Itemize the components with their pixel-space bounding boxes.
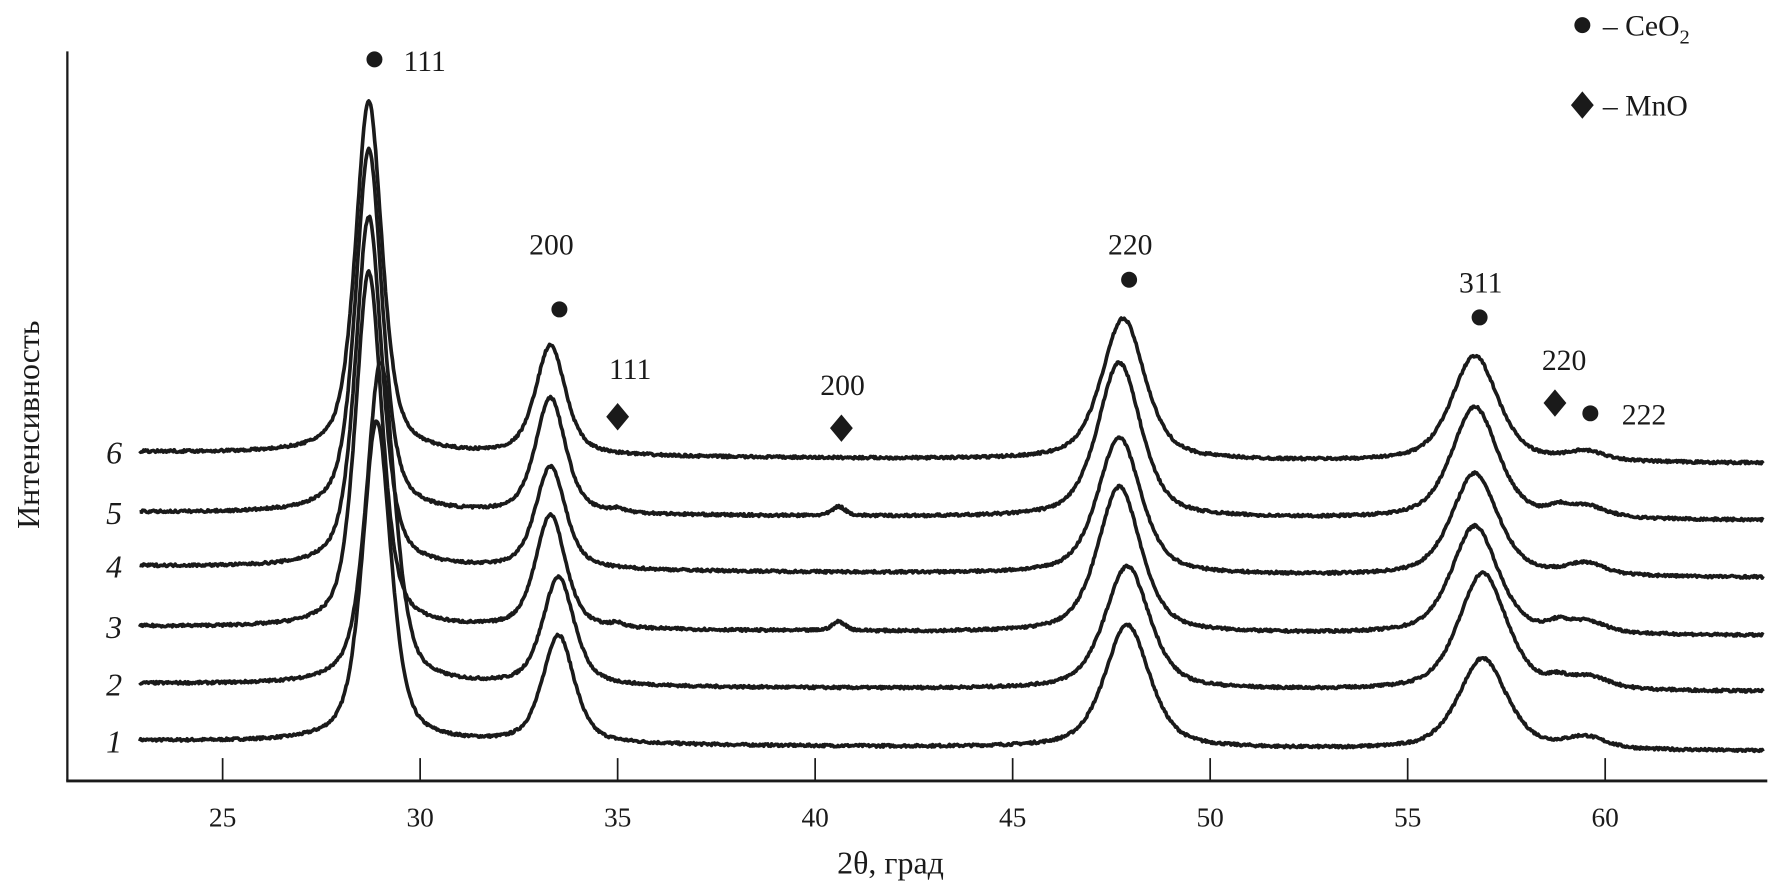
ceo2-marker-200: [551, 301, 568, 318]
series-label-2: 2: [106, 667, 122, 702]
series-label-6: 6: [106, 436, 122, 471]
series-label-5: 5: [106, 496, 122, 531]
mno-marker-200: [829, 414, 853, 442]
mno-marker-220: [1543, 389, 1567, 417]
hkl-label-mno-111: 111: [609, 354, 651, 386]
x-tick-label: 55: [1394, 803, 1421, 833]
hkl-label-ceo2-311: 311: [1459, 267, 1502, 299]
ceo2-marker-220: [1121, 271, 1138, 288]
series-label-4: 4: [106, 550, 122, 585]
legend-circle-marker: [1574, 17, 1591, 34]
ceo2-marker-111: [366, 51, 383, 68]
x-tick-label: 35: [604, 803, 631, 833]
series-label-1: 1: [106, 724, 122, 759]
x-tick-label: 25: [209, 803, 236, 833]
series-label-3: 3: [105, 610, 122, 645]
x-tick-label: 45: [999, 803, 1026, 833]
mno-marker-111: [606, 403, 630, 431]
series-4-line: [138, 214, 1765, 580]
hkl-label-mno-220: 220: [1542, 345, 1587, 377]
x-tick-label: 30: [406, 803, 433, 833]
x-axis-title: 2θ, град: [837, 845, 944, 880]
legend-label-ceo2: – CeO2: [1602, 10, 1690, 48]
ceo2-marker-311: [1471, 309, 1488, 326]
series-5-line: [138, 146, 1765, 523]
hkl-label-ceo2-220: 220: [1108, 230, 1153, 262]
ceo2-marker-222: [1582, 405, 1599, 422]
axes: [66, 51, 1768, 783]
series-6-line: [138, 99, 1765, 466]
x-tick-label: 40: [801, 803, 828, 833]
legend: – CeO2 – MnO: [1570, 10, 1690, 122]
legend-diamond-marker: [1570, 91, 1594, 119]
hkl-label-ceo2-222: 222: [1622, 400, 1667, 432]
y-axis-title: Интенсивность: [11, 321, 46, 529]
series-2-line: [138, 361, 1765, 694]
series-3-line: [137, 269, 1765, 638]
legend-label-mno: – MnO: [1602, 90, 1688, 122]
hkl-label-ceo2-200: 200: [529, 230, 574, 262]
x-tick-label: 50: [1196, 803, 1223, 833]
x-tick-label: 60: [1591, 803, 1618, 833]
hkl-label-mno-200: 200: [820, 370, 865, 402]
series-1-line: [137, 419, 1765, 754]
hkl-label-ceo2-111: 111: [404, 46, 446, 78]
